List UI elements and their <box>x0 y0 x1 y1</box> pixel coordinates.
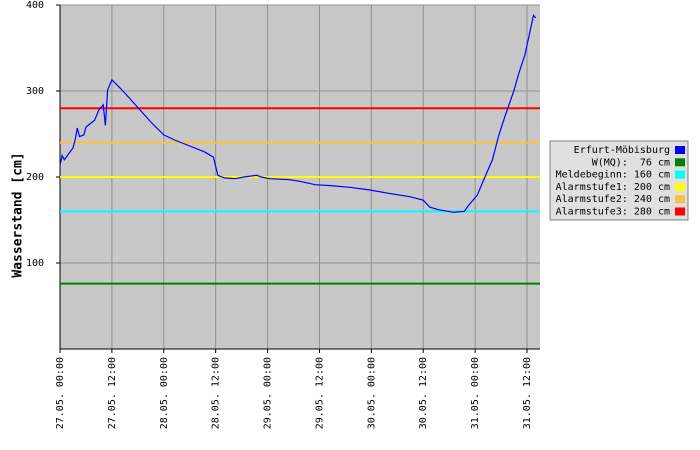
legend <box>549 140 689 221</box>
x-tick-label: 27.05. 12:00 <box>107 357 118 429</box>
x-tick-label: 27.05. 00:00 <box>55 357 66 429</box>
legend-swatch <box>675 170 685 179</box>
legend-swatch <box>675 182 685 191</box>
y-tick-label: 200 <box>26 172 44 183</box>
y-tick-label: 400 <box>26 0 44 11</box>
legend-label: W(MQ): 76 cm <box>592 157 670 168</box>
legend-swatch <box>675 195 685 204</box>
x-tick-label: 31.05. 12:00 <box>522 357 533 429</box>
x-tick-label: 31.05. 00:00 <box>470 357 481 429</box>
legend-label: Alarmstufe2: 240 cm <box>556 194 670 205</box>
legend-swatch <box>675 207 685 216</box>
legend-label: Erfurt-Möbisburg <box>574 145 670 156</box>
x-tick-label: 28.05. 12:00 <box>211 357 222 429</box>
legend-label: Alarmstufe1: 200 cm <box>556 182 670 193</box>
legend-label: Meldebeginn: 160 cm <box>556 170 670 181</box>
x-tick-label: 28.05. 00:00 <box>159 357 170 429</box>
legend-swatch <box>675 158 685 167</box>
x-tick-label: 29.05. 00:00 <box>263 357 274 429</box>
y-tick-label: 300 <box>26 86 44 97</box>
x-tick-label: 30.05. 12:00 <box>418 357 429 429</box>
legend-swatch <box>675 146 685 154</box>
legend-label: Alarmstufe3: 280 cm <box>556 207 670 218</box>
y-tick-label: 100 <box>26 258 44 269</box>
y-axis-label: Wasserstand [cm] <box>11 152 26 277</box>
data-line <box>59 13 537 213</box>
x-tick-label: 30.05. 00:00 <box>366 357 377 429</box>
x-tick-label: 29.05. 12:00 <box>314 357 325 429</box>
